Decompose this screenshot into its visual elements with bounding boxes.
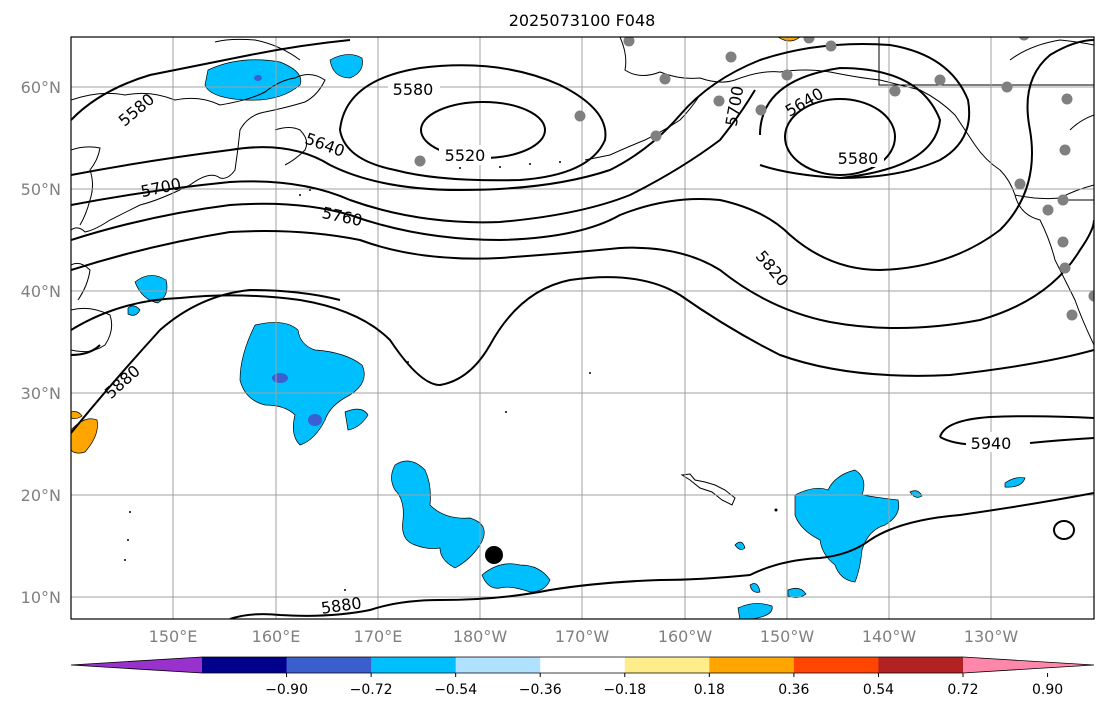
coastlines bbox=[71, 37, 1094, 353]
colorbar-tick-label: −0.72 bbox=[350, 682, 393, 698]
storm-marker bbox=[485, 546, 503, 564]
colorbar-tick-label: −0.54 bbox=[434, 682, 477, 698]
colorbar-segment bbox=[709, 657, 795, 673]
latitude-labels: 60°N 50°N 40°N 30°N 20°N 10°N bbox=[21, 78, 61, 607]
colorbar-segment bbox=[371, 657, 457, 673]
lat-label: 30°N bbox=[21, 384, 61, 403]
colorbar: −0.90 −0.72 −0.54 −0.36 −0.18 0.18 0.36 0.54 0.7… bbox=[70, 656, 1095, 698]
colorbar-tick-label: 0.90 bbox=[1032, 682, 1063, 698]
lon-label: 160°E bbox=[252, 627, 301, 646]
colorbar-tick-label: 0.36 bbox=[778, 682, 809, 698]
lat-label: 40°N bbox=[21, 282, 61, 301]
colorbar-tick-label: −0.90 bbox=[265, 682, 308, 698]
map-frame bbox=[70, 36, 1095, 620]
colorbar-tick-label: 0.18 bbox=[694, 682, 725, 698]
station-dots bbox=[414, 37, 1094, 321]
contour-label: 5580 bbox=[393, 80, 434, 99]
lon-label: 130°W bbox=[964, 627, 1019, 646]
lat-label: 50°N bbox=[21, 180, 61, 199]
colorbar-segment bbox=[540, 657, 626, 673]
colorbar-segment bbox=[878, 657, 964, 673]
lon-label: 170°E bbox=[354, 627, 403, 646]
contour-label: 5940 bbox=[971, 434, 1012, 453]
colorbar-tick-label: −0.36 bbox=[519, 682, 562, 698]
lon-label: 180°W bbox=[453, 627, 508, 646]
colorbar-segment bbox=[624, 657, 710, 673]
lon-label: 150°E bbox=[149, 627, 198, 646]
colorbar-segment bbox=[202, 657, 288, 673]
colorbar-outline bbox=[70, 656, 1095, 674]
contour-label: 5520 bbox=[445, 146, 486, 165]
colorbar-segment bbox=[793, 657, 879, 673]
islands bbox=[124, 161, 778, 591]
contour-label: 5580 bbox=[838, 149, 879, 168]
lat-label: 20°N bbox=[21, 486, 61, 505]
positive-shading bbox=[71, 37, 801, 454]
colorbar-segment bbox=[286, 657, 372, 673]
lon-label: 160°W bbox=[658, 627, 713, 646]
lon-label: 170°W bbox=[555, 627, 610, 646]
lon-label: 150°W bbox=[760, 627, 815, 646]
colorbar-segment bbox=[455, 657, 541, 673]
colorbar-tick-label: 0.54 bbox=[863, 682, 894, 698]
colorbar-extend-high bbox=[963, 657, 1094, 673]
lat-label: 10°N bbox=[21, 588, 61, 607]
map-area: 5580 5520 5640 5700 5760 5820 5880 5940 … bbox=[71, 37, 1094, 619]
negative-shading bbox=[127, 54, 1026, 619]
height-contours bbox=[71, 39, 1094, 619]
colorbar-extend-low bbox=[71, 657, 202, 673]
colorbar-tick-label: 0.72 bbox=[947, 682, 978, 698]
lon-label: 140°W bbox=[862, 627, 917, 646]
lat-label: 60°N bbox=[21, 78, 61, 97]
colorbar-tick-label: −0.18 bbox=[603, 682, 646, 698]
figure-title: 2025073100 F048 bbox=[509, 11, 656, 30]
longitude-labels: 150°E 160°E 170°E 180°W 170°W 160°W 150°… bbox=[149, 627, 1019, 646]
